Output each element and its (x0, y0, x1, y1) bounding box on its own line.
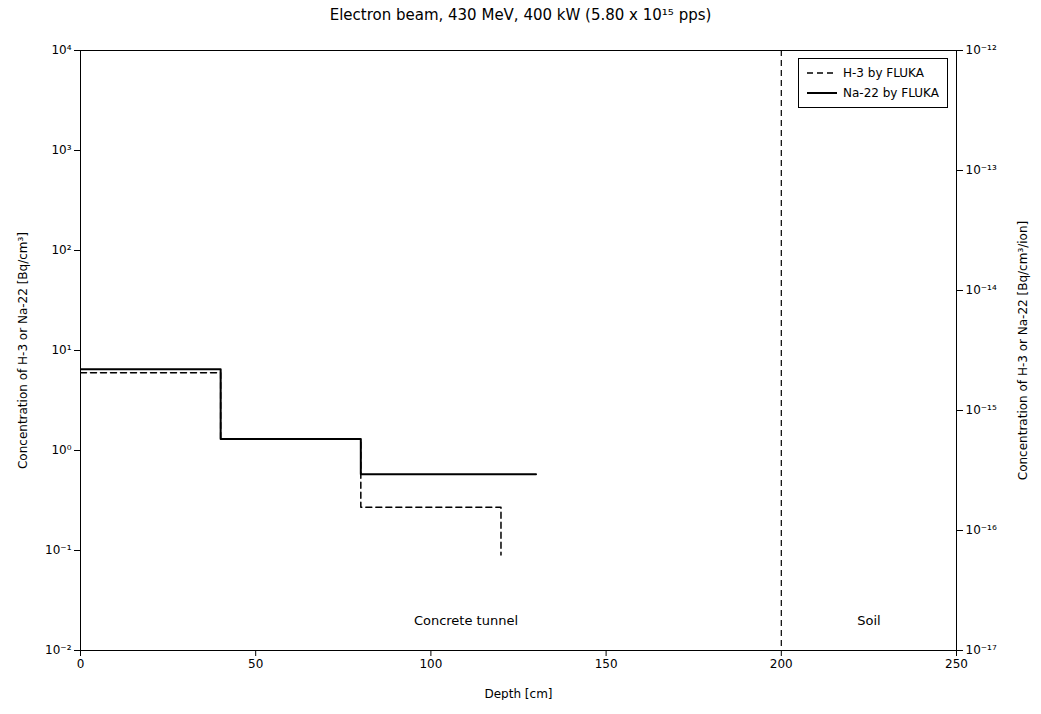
svg-text:10⁻¹⁴: 10⁻¹⁴ (966, 283, 997, 297)
html-text:H-3 by FLUKA: H-3 by FLUKA (843, 66, 924, 80)
svg-text:200: 200 (770, 657, 793, 671)
svg-text:Soil: Soil (857, 613, 880, 628)
svg-text:10⁻¹: 10⁻¹ (45, 543, 72, 557)
svg-text:10²: 10² (51, 243, 71, 257)
svg-text:10⁴: 10⁴ (51, 43, 71, 57)
svg-text:10⁻¹⁵: 10⁻¹⁵ (966, 403, 997, 417)
svg-text:50: 50 (248, 657, 263, 671)
svg-text:150: 150 (595, 657, 618, 671)
svg-text:10⁻¹³: 10⁻¹³ (966, 163, 997, 177)
svg-text:100: 100 (419, 657, 442, 671)
svg-text:10³: 10³ (51, 143, 71, 157)
svg-text:10⁻¹⁷: 10⁻¹⁷ (966, 643, 997, 657)
html-text:Na-22 by FLUKA: Na-22 by FLUKA (843, 86, 939, 100)
svg-text:10⁰: 10⁰ (51, 443, 71, 457)
svg-text:10¹: 10¹ (51, 343, 71, 357)
svg-text:10⁻²: 10⁻² (45, 643, 72, 657)
html-text:Electron beam, 430 MeV, 400 kW: Electron beam, 430 MeV, 400 kW (5.80 x 1… (329, 6, 712, 24)
svg-text:Concentration of H-3 or Na-22: Concentration of H-3 or Na-22 [Bq/cm³] (16, 232, 30, 469)
svg-text:250: 250 (945, 657, 968, 671)
svg-text:Concrete tunnel: Concrete tunnel (414, 613, 518, 628)
svg-text:10⁻¹²: 10⁻¹² (966, 43, 997, 57)
svg-text:10⁻¹⁶: 10⁻¹⁶ (966, 523, 997, 537)
svg-text:0: 0 (77, 657, 85, 671)
svg-text:Depth [cm]: Depth [cm] (484, 687, 552, 701)
svg-text:Concentration of H-3 or Na-22: Concentration of H-3 or Na-22 [Bq/cm³/io… (1016, 221, 1030, 480)
